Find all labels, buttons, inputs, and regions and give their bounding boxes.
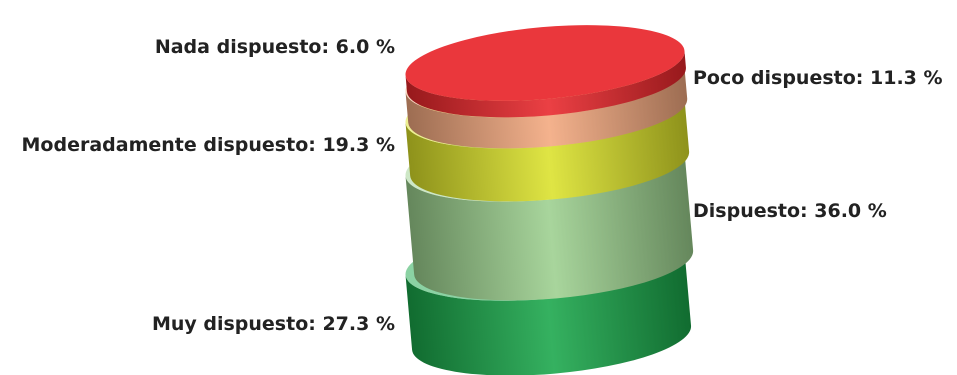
segment-top <box>405 25 685 101</box>
label-dispuesto: Dispuesto: 36.0 % <box>693 200 887 222</box>
cylinder-segments <box>405 25 694 375</box>
segment-labels: Muy dispuesto: 27.3 % Dispuesto: 36.0 % Mo… <box>22 36 943 335</box>
label-nada-dispuesto: Nada dispuesto: 6.0 % <box>155 36 395 58</box>
segment-body <box>405 151 694 301</box>
segment-body <box>405 250 692 375</box>
label-muy-dispuesto: Muy dispuesto: 27.3 % <box>152 313 395 335</box>
label-moderadamente-dispuesto: Moderadamente dispuesto: 19.3 % <box>22 134 395 156</box>
segment-body <box>405 50 686 118</box>
segment-body <box>405 67 688 149</box>
segment-nada-dispuesto <box>405 25 686 118</box>
segment-body <box>405 98 690 202</box>
label-poco-dispuesto: Poco dispuesto: 11.3 % <box>693 67 943 89</box>
